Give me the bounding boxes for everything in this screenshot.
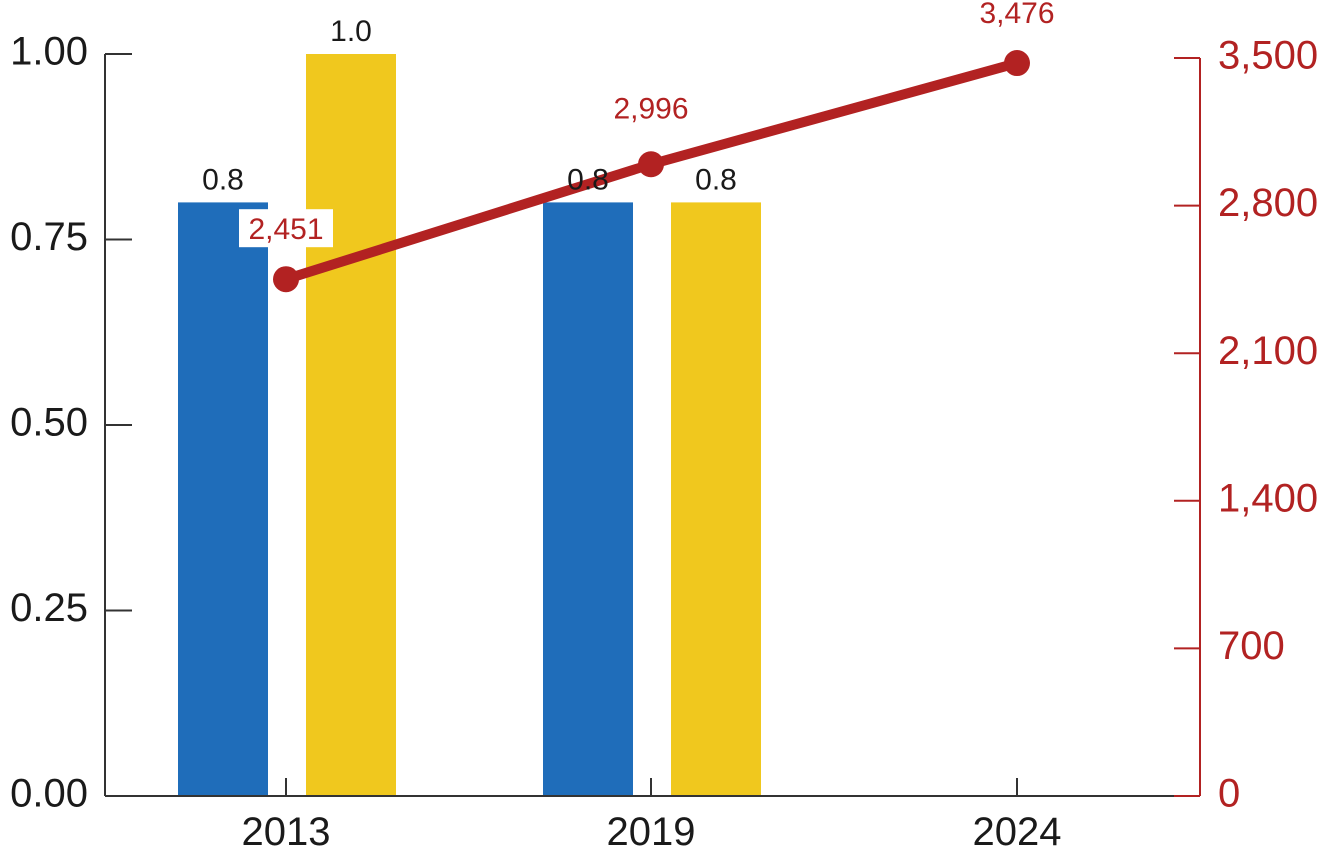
left-tick-label: 0.00	[10, 772, 88, 816]
x-tick-label: 2019	[607, 810, 696, 854]
x-tick-label: 2024	[973, 810, 1062, 854]
axes-layer: 0.00 0.25 0.50 0.75 1.00 0 700 1,400 2,100 2,800 3…	[10, 30, 1318, 854]
line-point-2024	[1004, 50, 1030, 77]
line-layer	[273, 50, 1030, 293]
right-tick-label: 700	[1218, 624, 1285, 668]
right-tick-label: 2,100	[1218, 329, 1318, 373]
right-tick-label: 3,500	[1218, 34, 1318, 78]
bar-1-2019	[543, 202, 633, 796]
line-value-label: 2,996	[613, 92, 688, 125]
bar-value-label: 1.0	[330, 15, 372, 48]
bar-value-label: 0.8	[695, 163, 737, 196]
bar-value-label: 0.8	[202, 163, 244, 196]
right-tick-label: 1,400	[1218, 476, 1318, 520]
right-tick-label: 2,800	[1218, 181, 1318, 225]
left-tick-label: 0.25	[10, 586, 88, 630]
bar-value-label: 0.8	[567, 163, 609, 196]
line-value-label: 2,451	[248, 213, 323, 246]
line-label-background	[239, 209, 333, 248]
line-value-label: 3,476	[979, 0, 1054, 30]
left-tick-label: 1.00	[10, 30, 88, 74]
left-tick-label: 0.50	[10, 401, 88, 445]
bar-2-2013	[306, 54, 396, 796]
bars-layer	[178, 54, 761, 796]
bar-2-2019	[671, 202, 761, 796]
left-tick-label: 0.75	[10, 215, 88, 259]
line-point-2019	[638, 151, 664, 178]
right-tick-label: 0	[1218, 772, 1240, 816]
line-point-2013	[273, 266, 299, 293]
x-tick-label: 2013	[242, 810, 331, 854]
bar-1-2013	[178, 202, 268, 796]
